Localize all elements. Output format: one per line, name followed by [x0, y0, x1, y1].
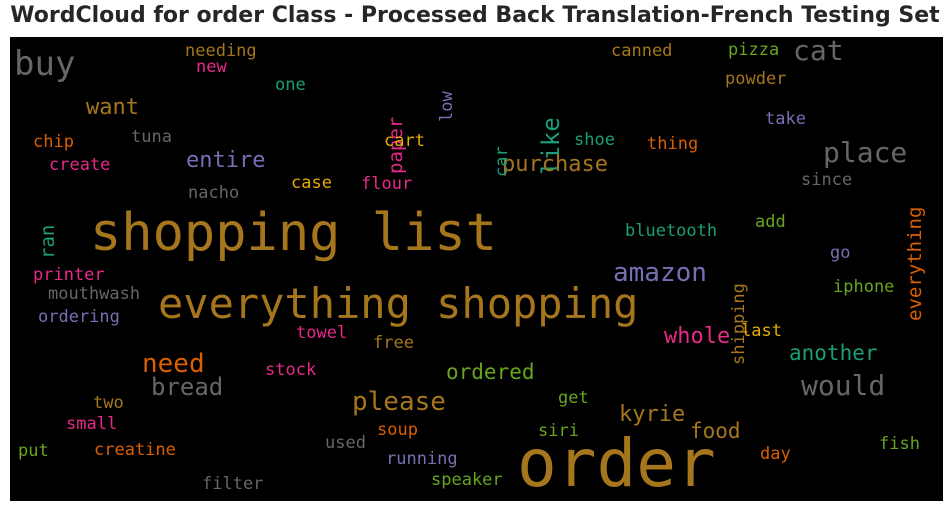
word-cloud: order shopping list everything shopping buy…	[10, 37, 943, 501]
word-cat: cat	[793, 37, 844, 67]
word-shoe: shoe	[574, 130, 615, 150]
word-creatine: creatine	[94, 440, 176, 460]
word-small: small	[66, 414, 118, 434]
word-two: two	[93, 393, 124, 413]
word-ran: ran	[37, 224, 59, 259]
word-purchase: purchase	[502, 152, 608, 177]
word-want: want	[86, 95, 139, 120]
page-title: WordCloud for order Class - Processed Ba…	[10, 3, 940, 28]
word-ordering: ordering	[38, 307, 120, 327]
word-filter: filter	[202, 474, 264, 494]
word-take: take	[765, 109, 806, 129]
word-speaker: speaker	[431, 470, 503, 490]
word-everything-shopping: everything shopping	[158, 279, 639, 328]
word-bread: bread	[151, 373, 224, 401]
word-running: running	[386, 449, 458, 469]
word-canned: canned	[611, 41, 673, 61]
word-nacho: nacho	[188, 183, 240, 203]
word-please: please	[352, 387, 446, 417]
word-tuna: tuna	[131, 127, 172, 147]
word-since: since	[801, 170, 853, 190]
word-new: new	[196, 57, 227, 77]
word-another: another	[789, 341, 878, 365]
word-fish: fish	[879, 434, 920, 454]
word-iphone: iphone	[833, 277, 895, 297]
word-whole: whole	[664, 324, 731, 349]
word-place: place	[823, 136, 908, 169]
word-one: one	[275, 75, 306, 95]
word-siri: siri	[538, 421, 579, 441]
word-create: create	[49, 155, 111, 175]
word-stock: stock	[265, 360, 317, 380]
word-ordered: ordered	[446, 360, 535, 384]
word-used: used	[325, 433, 366, 453]
word-would: would	[801, 369, 886, 402]
word-cart: cart	[384, 131, 425, 151]
word-thing: thing	[647, 134, 699, 154]
word-car: car	[492, 146, 512, 177]
word-printer: printer	[33, 265, 105, 285]
word-towel: towel	[296, 323, 348, 343]
word-mouthwash: mouthwash	[48, 284, 141, 304]
word-low: low	[437, 91, 457, 122]
word-buy: buy	[14, 44, 76, 84]
word-bluetooth: bluetooth	[625, 221, 718, 241]
word-food: food	[690, 419, 741, 443]
word-entire: entire	[186, 148, 266, 173]
word-free: free	[373, 333, 414, 353]
word-case: case	[291, 173, 332, 193]
word-need: need	[142, 349, 205, 379]
word-get: get	[558, 388, 589, 408]
word-day: day	[760, 444, 791, 464]
word-add: add	[755, 212, 786, 232]
word-needing: needing	[185, 41, 257, 61]
word-everything: everything	[904, 206, 926, 321]
word-put: put	[18, 441, 49, 461]
word-amazon: amazon	[613, 258, 707, 288]
word-go: go	[830, 243, 851, 263]
word-order: order	[517, 425, 716, 501]
word-kyrie: kyrie	[619, 402, 686, 427]
word-last: last	[741, 321, 782, 341]
word-flour: flour	[361, 174, 413, 194]
word-pizza: pizza	[728, 40, 780, 60]
word-soup: soup	[377, 420, 418, 440]
word-powder: powder	[725, 69, 787, 89]
word-chip: chip	[33, 132, 74, 152]
word-shopping-list: shopping list	[90, 203, 497, 263]
